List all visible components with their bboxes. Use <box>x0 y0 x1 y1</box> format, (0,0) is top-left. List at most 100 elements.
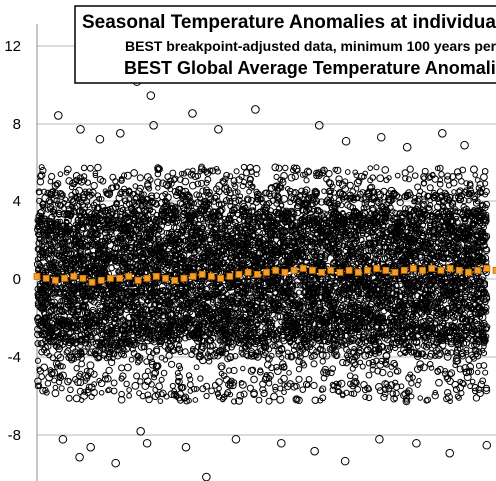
station-anomaly-point <box>62 288 71 297</box>
station-anomaly-point <box>116 309 124 317</box>
station-anomaly-point <box>110 387 118 395</box>
station-anomaly-point <box>63 268 70 275</box>
station-anomaly-point <box>112 307 121 316</box>
station-anomaly-point <box>105 387 111 394</box>
y-tick-label-minus-4: -4 <box>8 349 21 366</box>
station-anomaly-point <box>56 378 63 386</box>
station-anomaly-point <box>62 196 69 203</box>
station-anomaly-point <box>247 176 254 183</box>
station-anomaly-point <box>80 164 88 172</box>
station-anomaly-point <box>58 371 67 380</box>
station-anomaly-point <box>168 360 176 368</box>
station-anomaly-point <box>84 202 92 209</box>
station-anomaly-point <box>73 365 80 372</box>
station-anomaly-point <box>86 350 92 356</box>
station-anomaly-point <box>74 231 82 240</box>
station-anomaly-point <box>94 163 102 172</box>
y-tick-label-8: 8 <box>13 116 21 133</box>
station-anomaly-point <box>78 355 85 362</box>
station-anomaly-point <box>104 190 112 198</box>
station-anomaly-point <box>260 389 268 398</box>
station-anomaly-point <box>92 172 99 179</box>
station-anomaly-point <box>280 374 288 383</box>
y-tick-label-minus-8: -8 <box>8 427 21 444</box>
station-anomaly-point <box>68 356 76 364</box>
station-anomaly-point <box>240 163 248 171</box>
station-anomaly-point <box>118 364 126 372</box>
station-anomaly-point <box>133 372 141 380</box>
station-anomaly-point <box>94 192 102 199</box>
station-anomaly-point <box>80 235 86 242</box>
station-anomaly-point <box>113 184 120 191</box>
station-anomaly-point <box>119 372 127 380</box>
station-anomaly-point <box>305 376 313 383</box>
station-anomaly-point <box>92 347 99 355</box>
station-anomaly-point <box>136 174 144 182</box>
station-anomaly-point <box>295 366 303 373</box>
station-anomaly-point <box>144 368 151 375</box>
station-anomaly-point <box>53 364 60 370</box>
station-anomaly-point <box>92 334 101 342</box>
station-anomaly-point <box>80 259 86 265</box>
station-anomaly-point <box>299 386 307 393</box>
station-anomaly-point <box>64 165 72 174</box>
station-anomaly-point <box>122 319 129 326</box>
station-anomaly-point <box>119 206 126 213</box>
station-anomaly-point <box>131 381 140 390</box>
station-anomaly-point <box>64 318 72 326</box>
station-anomaly-point <box>58 385 65 392</box>
station-anomaly-point <box>86 361 95 370</box>
station-anomaly-point <box>100 240 109 249</box>
station-anomaly-point <box>34 377 42 385</box>
station-anomaly-point <box>130 169 138 177</box>
station-anomaly-point <box>89 188 97 197</box>
station-anomaly-point <box>72 172 81 180</box>
station-anomaly-point <box>98 310 106 318</box>
station-anomaly-point <box>215 378 223 386</box>
station-anomaly-point <box>105 366 113 375</box>
station-anomaly-point <box>197 375 204 382</box>
station-anomaly-point <box>60 191 66 198</box>
station-anomaly-point <box>84 179 92 186</box>
station-anomaly-point <box>52 384 59 391</box>
station-anomaly-point <box>38 222 45 229</box>
station-anomaly-point <box>67 386 74 394</box>
station-anomaly-point <box>35 188 43 196</box>
station-anomaly-point <box>88 308 97 317</box>
station-anomaly-point <box>203 392 210 400</box>
station-anomaly-point <box>107 358 116 367</box>
station-anomaly-point <box>121 172 128 179</box>
station-anomaly-point <box>88 311 95 319</box>
station-anomaly-point <box>50 368 59 377</box>
station-anomaly-point <box>87 334 96 343</box>
y-axis-ticks: 12 8 4 0 -4 -8 <box>4 38 21 444</box>
station-anomaly-point <box>98 390 105 396</box>
station-anomaly-point <box>216 385 222 392</box>
station-anomaly-point <box>39 386 47 395</box>
station-anomaly-point <box>109 326 116 333</box>
station-anomaly-point <box>57 202 64 208</box>
station-anomaly-point <box>193 364 200 371</box>
station-anomaly-point <box>109 173 117 181</box>
station-anomaly-point <box>118 390 125 398</box>
station-anomaly-point <box>57 362 64 370</box>
station-anomaly-point <box>123 345 131 353</box>
station-anomaly-point <box>115 345 123 354</box>
station-anomaly-point <box>44 380 52 387</box>
station-anomaly-point <box>52 189 59 196</box>
station-anomaly-point <box>204 176 212 183</box>
station-anomaly-point <box>123 171 132 180</box>
station-anomaly-point <box>119 345 127 353</box>
station-anomaly-point <box>99 177 107 185</box>
station-anomaly-point <box>80 173 88 180</box>
station-anomaly-point <box>51 290 57 297</box>
station-anomaly-point <box>240 365 246 372</box>
station-anomaly-point <box>255 396 263 404</box>
station-anomaly-point <box>126 387 132 393</box>
station-anomaly-point <box>310 360 318 368</box>
station-anomaly-point <box>41 188 48 195</box>
station-anomaly-point <box>48 312 57 321</box>
station-anomaly-point <box>47 368 56 377</box>
station-anomaly-point <box>59 363 66 370</box>
station-anomaly-point <box>90 370 98 378</box>
